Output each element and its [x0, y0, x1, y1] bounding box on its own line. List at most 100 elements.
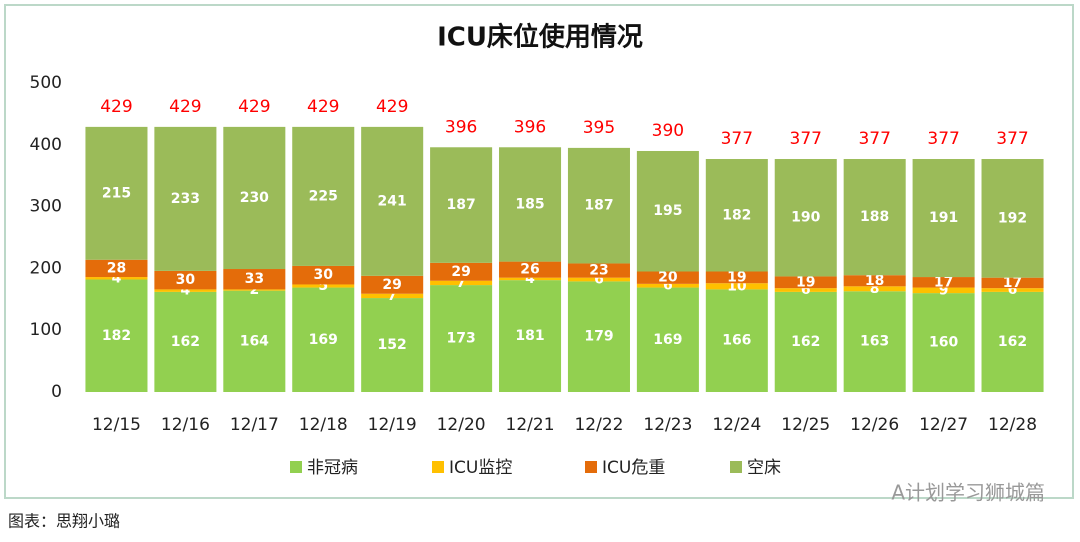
legend-label: ICU危重 [602, 458, 665, 478]
total-label: 429 [169, 97, 201, 117]
legend-label: 空床 [747, 458, 781, 478]
bar-segment [636, 287, 699, 392]
value-label: 152 [378, 337, 407, 353]
total-label: 377 [790, 129, 822, 149]
bar-segment [636, 150, 699, 272]
y-tick-label: 200 [30, 258, 62, 278]
value-label: 29 [451, 264, 470, 280]
bar-segment [912, 293, 975, 392]
total-label: 429 [307, 97, 339, 117]
bar-segment [361, 275, 424, 294]
bar-segment [223, 269, 286, 290]
bar-segment [567, 281, 630, 392]
value-label: 6 [663, 278, 673, 294]
value-label: 26 [520, 262, 539, 278]
x-tick-label: 12/27 [919, 415, 968, 435]
x-tick-label: 12/23 [643, 415, 692, 435]
x-tick-label: 12/16 [161, 415, 210, 435]
value-label: 230 [240, 190, 269, 206]
value-label: 191 [929, 210, 958, 226]
bar-segment [499, 277, 562, 281]
bar-segment [430, 262, 493, 281]
bar-segment [499, 280, 562, 392]
bar-segment [705, 283, 768, 290]
value-label: 192 [998, 210, 1027, 226]
value-label: 173 [446, 331, 475, 347]
bar-segment [223, 289, 286, 291]
bar-segment [85, 259, 148, 278]
legend-swatch [730, 461, 742, 473]
bar-segment [361, 126, 424, 276]
value-label: 8 [870, 281, 880, 297]
value-label: 30 [176, 272, 196, 288]
total-label: 396 [445, 117, 477, 137]
x-tick-label: 12/24 [712, 415, 761, 435]
chart-title: ICU床位使用情况 [437, 22, 643, 53]
value-label: 181 [515, 328, 544, 344]
value-label: 23 [589, 263, 608, 279]
value-label: 4 [112, 270, 122, 286]
value-label: 2 [249, 282, 259, 298]
value-label: 188 [860, 209, 889, 225]
legend-label: ICU监控 [449, 458, 512, 478]
value-label: 241 [378, 193, 407, 209]
value-label: 30 [314, 267, 334, 283]
bar-segment [774, 276, 837, 289]
value-label: 29 [382, 277, 401, 293]
value-label: 5 [318, 278, 328, 294]
bar-segment [361, 293, 424, 299]
value-label: 187 [446, 197, 475, 213]
bar-segment [981, 288, 1044, 292]
value-label: 185 [515, 196, 544, 212]
bar-segment [912, 277, 975, 288]
bar-segment [636, 283, 699, 288]
total-label: 429 [100, 97, 132, 117]
value-label: 6 [594, 272, 604, 288]
bar-segment [85, 126, 148, 260]
bar-segment [223, 290, 286, 392]
legend-swatch [585, 461, 597, 473]
value-label: 162 [791, 334, 820, 350]
bar-segment [430, 147, 493, 263]
bar-segment [774, 288, 837, 292]
bar-segment [843, 159, 906, 276]
x-tick-label: 12/17 [230, 415, 279, 435]
bar-segment [636, 271, 699, 284]
bar-segment [361, 298, 424, 392]
value-label: 6 [1008, 282, 1018, 298]
value-label: 190 [791, 210, 820, 226]
total-label: 377 [996, 129, 1028, 149]
total-label: 429 [238, 97, 270, 117]
value-label: 162 [998, 334, 1027, 350]
caption: 图表：思翔小璐 [8, 512, 120, 531]
y-tick-label: 500 [30, 73, 62, 93]
y-tick-label: 300 [30, 197, 62, 217]
value-label: 20 [658, 270, 678, 286]
bar-segment [567, 277, 630, 282]
bar-segment [154, 289, 217, 292]
bar-segment [912, 287, 975, 294]
bar-segment [705, 271, 768, 284]
value-label: 166 [722, 333, 751, 349]
bar-segment [981, 159, 1044, 278]
bar-segment [154, 270, 217, 290]
value-label: 215 [102, 185, 131, 201]
x-tick-label: 12/15 [92, 415, 141, 435]
bar-segment [85, 277, 148, 280]
y-tick-label: 100 [30, 320, 62, 340]
bar-segment [292, 284, 355, 288]
value-label: 9 [939, 282, 949, 298]
bar-segment [843, 275, 906, 287]
bar-segment [85, 279, 148, 392]
value-label: 19 [727, 269, 746, 285]
value-label: 18 [865, 273, 884, 289]
x-tick-label: 12/28 [988, 415, 1037, 435]
total-label: 396 [514, 117, 546, 137]
watermark: A计划学习狮城篇 [891, 481, 1045, 505]
bar-segment [292, 287, 355, 392]
bar-segment [912, 159, 975, 278]
total-label: 395 [583, 118, 615, 138]
x-tick-label: 12/18 [299, 415, 348, 435]
